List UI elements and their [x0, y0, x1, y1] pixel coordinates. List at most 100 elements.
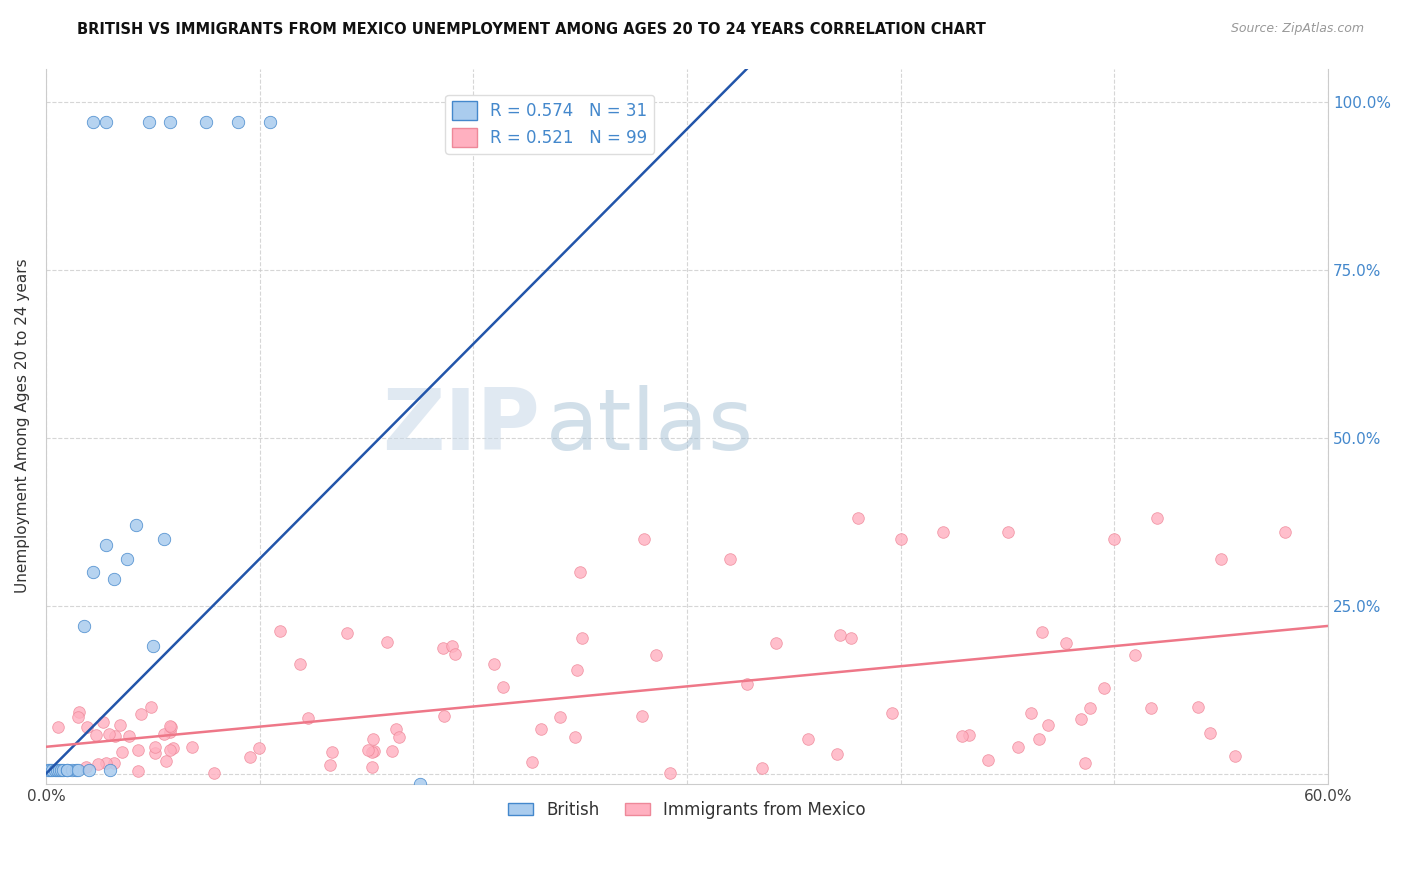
Point [56, 764, 79, 778]
Text: atlas: atlas [546, 384, 754, 467]
Point [375, 634, 398, 648]
Point [1092, 681, 1115, 695]
Point [1070, 713, 1092, 727]
Point [269, 624, 291, 638]
Point [1028, 731, 1050, 746]
Point [356, 743, 378, 757]
Point [86, 728, 108, 742]
Point [830, 628, 852, 642]
Point [125, 518, 148, 533]
Point [409, 777, 432, 791]
Point [159, 743, 181, 757]
Point [115, 551, 138, 566]
Point [52, 764, 75, 778]
Point [1031, 624, 1053, 639]
Point [441, 640, 464, 654]
Point [932, 524, 955, 539]
Point [1036, 717, 1059, 731]
Point [239, 750, 262, 764]
Point [259, 115, 281, 129]
Point [997, 524, 1019, 539]
Point [86, 756, 108, 771]
Point [41, 764, 63, 778]
Point [103, 572, 125, 586]
Point [39, 764, 62, 778]
Point [482, 657, 505, 671]
Point [1019, 706, 1042, 720]
Point [1054, 635, 1077, 649]
Point [1223, 749, 1246, 764]
Point [111, 745, 134, 759]
Point [1104, 532, 1126, 546]
Point [94, 538, 117, 552]
Point [288, 657, 311, 671]
Point [75, 760, 97, 774]
Point [360, 745, 382, 759]
Point [155, 754, 177, 768]
Point [530, 723, 553, 737]
Point [321, 745, 343, 759]
Point [45, 764, 67, 778]
Point [202, 765, 225, 780]
Point [195, 115, 218, 129]
Point [129, 707, 152, 722]
Point [162, 740, 184, 755]
Point [103, 756, 125, 770]
Point [381, 744, 404, 758]
Point [66, 710, 89, 724]
Point [98, 727, 121, 741]
Point [1140, 700, 1163, 714]
Point [645, 648, 668, 662]
Point [1274, 524, 1296, 539]
Point [37, 764, 59, 778]
Point [957, 728, 980, 742]
Point [60, 764, 83, 778]
Point [1146, 511, 1168, 525]
Point [565, 664, 588, 678]
Point [82, 115, 104, 129]
Point [659, 766, 682, 780]
Point [363, 743, 385, 757]
Point [1187, 700, 1209, 714]
Point [444, 647, 467, 661]
Point [127, 742, 149, 756]
Point [548, 710, 571, 724]
Point [571, 632, 593, 646]
Point [159, 719, 181, 733]
Point [569, 565, 592, 579]
Point [319, 757, 342, 772]
Point [336, 626, 359, 640]
Point [1211, 551, 1233, 566]
Point [950, 729, 973, 743]
Point [735, 677, 758, 691]
Point [160, 720, 183, 734]
Point [98, 764, 121, 778]
Point [882, 706, 904, 720]
Point [127, 764, 149, 778]
Point [82, 565, 104, 579]
Point [142, 639, 165, 653]
Point [718, 551, 741, 566]
Point [159, 724, 181, 739]
Point [363, 732, 385, 747]
Point [143, 746, 166, 760]
Point [104, 730, 127, 744]
Point [631, 708, 654, 723]
Point [1199, 726, 1222, 740]
Y-axis label: Unemployment Among Ages 20 to 24 years: Unemployment Among Ages 20 to 24 years [15, 259, 30, 593]
Point [66, 764, 89, 778]
Point [180, 739, 202, 754]
Legend: British, Immigrants from Mexico: British, Immigrants from Mexico [502, 794, 873, 825]
Point [94, 756, 117, 771]
Point [91, 715, 114, 730]
Point [48, 764, 70, 778]
Point [73, 619, 96, 633]
Point [433, 709, 456, 723]
Point [76, 720, 98, 734]
Point [226, 115, 249, 129]
Point [432, 641, 454, 656]
Point [825, 747, 848, 761]
Point [520, 755, 543, 769]
Point [44, 764, 66, 778]
Point [141, 699, 163, 714]
